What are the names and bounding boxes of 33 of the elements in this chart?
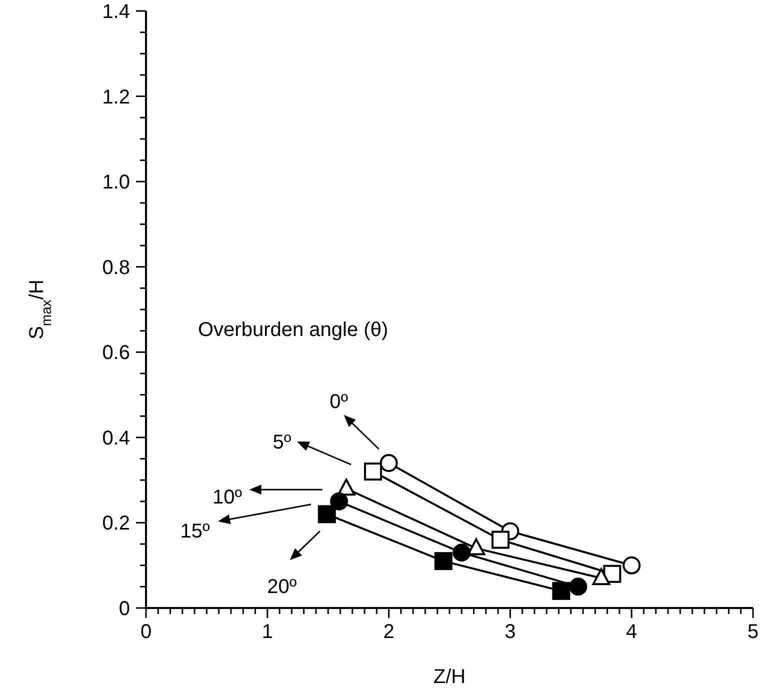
y-tick-label: 0.8 (102, 256, 130, 279)
y-tick-label: 0.4 (102, 427, 130, 450)
y-tick-label: 0.2 (102, 512, 130, 535)
point (452, 544, 471, 562)
annotation: 20º (267, 576, 298, 598)
x-tick-label: 2 (383, 621, 394, 643)
y-tick-label: 0.6 (102, 342, 130, 364)
x-tick-label: 3 (504, 621, 516, 643)
point (622, 556, 641, 574)
x-tick-label: 4 (626, 621, 638, 643)
y-tick-label: 1.2 (102, 86, 130, 108)
x-tick-label: 0 (140, 621, 152, 643)
y-tick-label: 1.0 (102, 172, 130, 194)
y-tick-label: 1.4 (102, 1, 130, 23)
annotation: Overburden angle (θ) (198, 319, 388, 341)
x-axis-title: Z/H (433, 666, 466, 688)
point (330, 492, 348, 510)
annotation: 0º (330, 391, 349, 414)
x-tick-label: 5 (747, 621, 759, 643)
point (380, 454, 398, 472)
annotation: 10º (212, 486, 243, 509)
point (552, 582, 570, 600)
point (434, 552, 452, 570)
x-tick-label: 1 (262, 621, 273, 643)
point (337, 478, 356, 496)
annotation: 5º (272, 432, 292, 454)
point (318, 505, 336, 524)
y-tick-label: 0 (118, 598, 130, 620)
annotation: 15º (180, 520, 210, 542)
point (569, 578, 588, 596)
point (592, 568, 610, 586)
point (491, 530, 510, 549)
point (364, 462, 382, 481)
